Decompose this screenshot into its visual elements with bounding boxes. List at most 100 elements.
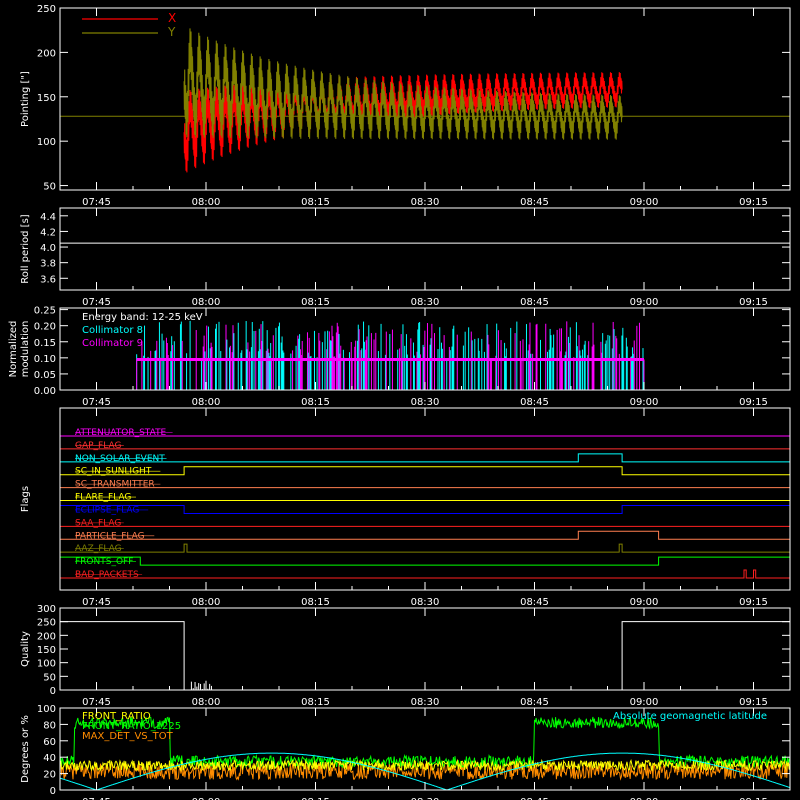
x-tick-label: 08:45: [520, 297, 549, 308]
y-tick-label: 100: [37, 659, 56, 670]
flag-trace: [60, 530, 790, 540]
ratios-ylabel: Degrees or %: [20, 715, 31, 783]
ratios-axes: 07:45 08:00 08:15 08:30 08:45 09:00 09:15 0 20 40…: [37, 704, 791, 800]
pointing-y-series: [183, 28, 623, 140]
x-tick-label: 09:15: [739, 697, 768, 708]
x-tick-label: 08:15: [301, 697, 330, 708]
flag-label: NON_SOLAR_EVENT: [75, 454, 165, 464]
y-tick-label: 250: [37, 4, 56, 15]
x-tick-label: 08:30: [411, 197, 440, 208]
x-tick-label: 08:00: [192, 297, 221, 308]
quality-ylabel: Quality: [20, 631, 31, 667]
flag-label: AAZ_FLAG: [75, 544, 122, 554]
x-tick-label: 08:30: [411, 597, 440, 608]
x-tick-label: 09:00: [630, 797, 659, 800]
x-tick-label: 09:00: [630, 297, 659, 308]
x-tick-label: 09:15: [739, 297, 768, 308]
y-tick-label: 200: [37, 631, 56, 642]
x-tick-label: 09:00: [630, 697, 659, 708]
y-tick-label: 100: [37, 137, 56, 148]
y-tick-label: 0.25: [34, 306, 56, 317]
x-tick-label: 08:15: [301, 197, 330, 208]
y-tick-label: 0.00: [34, 386, 56, 397]
y-tick-label: 0: [50, 686, 56, 697]
flag-label: GAP_FLAG: [75, 441, 121, 451]
y-tick-label: 0.05: [34, 370, 56, 381]
legend-front-ratio-1225: FRONT_RATIO_1225: [82, 721, 181, 732]
flags-ylabel: Flags: [20, 486, 31, 512]
x-tick-label: 08:45: [520, 797, 549, 800]
y-tick-label: 50: [43, 182, 56, 193]
y-tick-label: 60: [43, 737, 56, 748]
front-ratio-series: [59, 758, 791, 772]
y-tick-label: 20: [43, 770, 56, 781]
y-tick-label: 80: [43, 720, 56, 731]
x-tick-label: 08:15: [301, 797, 330, 800]
ratios-marks: [59, 715, 791, 791]
flags-panel: ATTENUATOR_STATE GAP_FLAG NON_SOLAR_EVENT S…: [20, 407, 791, 608]
legend-x-label: X: [168, 11, 176, 25]
x-tick-label: 07:45: [82, 397, 111, 408]
y-tick-label: 50: [43, 672, 56, 683]
x-tick-label: 07:45: [82, 297, 111, 308]
flag-label: PARTICLE_FLAG: [75, 531, 145, 541]
legend-y-label: Y: [167, 25, 176, 39]
flag-label: ECLIPSE_FLAG: [75, 505, 139, 515]
y-tick-label: 0: [50, 786, 56, 797]
flag-label: SC_TRANSMITTER: [75, 480, 155, 490]
energy-band-label: Energy band: 12-25 keV: [82, 312, 203, 323]
y-tick-label: 0.15: [34, 338, 56, 349]
y-tick-label: 4.4: [40, 212, 56, 223]
x-tick-label: 09:00: [630, 197, 659, 208]
y-tick-label: 40: [43, 753, 56, 764]
x-tick-label: 08:45: [520, 597, 549, 608]
roll-period-panel: 07:45 08:00 08:15 08:30 08:45 09:00 09:15 3.6 3.…: [20, 207, 791, 308]
x-tick-label: 09:00: [630, 597, 659, 608]
x-tick-label: 08:45: [520, 397, 549, 408]
front-ratio-1225-series: [59, 715, 791, 769]
y-tick-label: 4.2: [40, 227, 56, 238]
y-tick-label: 4.0: [40, 243, 56, 254]
flag-label: SAA_FLAG: [75, 518, 121, 528]
modulation-axes: 07:45 08:00 08:15 08:30 08:45 09:00 09:15 0.00 0…: [34, 306, 791, 408]
x-tick-label: 09:15: [739, 397, 768, 408]
y-tick-label: 150: [37, 93, 56, 104]
flag-trace: [59, 504, 791, 514]
x-tick-label: 08:15: [301, 597, 330, 608]
x-tick-label: 08:30: [411, 397, 440, 408]
legend-collimator-8: Collimator 8: [82, 325, 143, 336]
pointing-ylabel: Pointing ["]: [20, 71, 31, 127]
flag-label: FLARE_FLAG: [75, 493, 131, 503]
pointing-panel: 07:45 08:00 08:15 08:30 08:45 09:00 09:15 50 100…: [20, 4, 791, 208]
x-tick-label: 08:00: [192, 397, 221, 408]
flags-axes: 07:45 08:00 08:15 08:30 08:45 09:00 09:15: [59, 408, 791, 608]
y-tick-label: 300: [37, 604, 56, 615]
x-tick-label: 08:00: [192, 597, 221, 608]
flag-trace: [60, 569, 790, 579]
x-tick-label: 09:15: [739, 797, 768, 800]
y-tick-label: 250: [37, 618, 56, 629]
x-tick-label: 09:15: [739, 197, 768, 208]
flag-label: FRONTS_OFF: [75, 557, 133, 567]
quality-panel: 07:45 08:00 08:15 08:30 08:45 09:00 09:15 0 50 10…: [20, 604, 791, 708]
x-tick-label: 08:30: [411, 297, 440, 308]
pointing-marks: [60, 28, 790, 173]
x-tick-label: 08:45: [520, 697, 549, 708]
ratios-panel: 07:45 08:00 08:15 08:30 08:45 09:00 09:15 0 20 40…: [20, 704, 791, 800]
roll-period-axes: 07:45 08:00 08:15 08:30 08:45 09:00 09:15 3.6 3.…: [40, 208, 791, 308]
x-tick-label: 08:00: [192, 797, 221, 800]
flag-trace: [60, 453, 790, 463]
pointing-legend: X Y: [82, 11, 176, 39]
flag-label: ATTENUATOR_STATE: [75, 428, 167, 438]
legend-collimator-9: Collimator 9: [82, 338, 143, 349]
y-tick-label: 3.8: [40, 259, 56, 270]
x-tick-label: 08:15: [301, 397, 330, 408]
flag-trace: [60, 466, 790, 476]
geomag-latitude-label: Absolute geomagnetic latitude: [613, 711, 767, 722]
x-tick-label: 08:00: [192, 197, 221, 208]
flag-trace: [59, 556, 791, 566]
y-tick-label: 3.6: [40, 274, 56, 285]
x-tick-label: 08:00: [192, 697, 221, 708]
